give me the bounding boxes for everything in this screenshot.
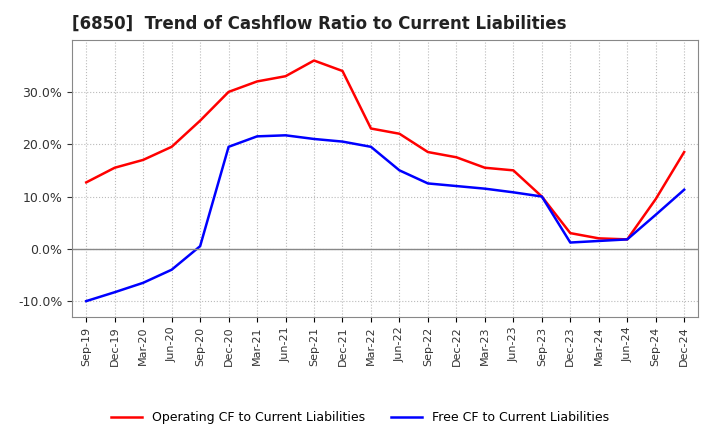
Free CF to Current Liabilities xyxy=(423,181,432,186)
Operating CF to Current Liabilities xyxy=(282,73,290,79)
Operating CF to Current Liabilities xyxy=(167,144,176,150)
Operating CF to Current Liabilities xyxy=(395,131,404,136)
Operating CF to Current Liabilities xyxy=(537,194,546,199)
Free CF to Current Liabilities xyxy=(395,168,404,173)
Operating CF to Current Liabilities xyxy=(310,58,318,63)
Free CF to Current Liabilities xyxy=(139,280,148,286)
Free CF to Current Liabilities xyxy=(225,144,233,150)
Legend: Operating CF to Current Liabilities, Free CF to Current Liabilities: Operating CF to Current Liabilities, Fre… xyxy=(106,407,614,429)
Free CF to Current Liabilities xyxy=(566,240,575,245)
Operating CF to Current Liabilities xyxy=(452,154,461,160)
Free CF to Current Liabilities xyxy=(452,183,461,189)
Operating CF to Current Liabilities xyxy=(253,79,261,84)
Free CF to Current Liabilities xyxy=(680,187,688,192)
Operating CF to Current Liabilities xyxy=(566,231,575,236)
Operating CF to Current Liabilities xyxy=(196,118,204,123)
Free CF to Current Liabilities xyxy=(110,290,119,295)
Free CF to Current Liabilities xyxy=(196,244,204,249)
Free CF to Current Liabilities xyxy=(338,139,347,144)
Operating CF to Current Liabilities xyxy=(225,89,233,95)
Free CF to Current Liabilities xyxy=(82,298,91,304)
Line: Operating CF to Current Liabilities: Operating CF to Current Liabilities xyxy=(86,61,684,239)
Free CF to Current Liabilities xyxy=(366,144,375,150)
Operating CF to Current Liabilities xyxy=(509,168,518,173)
Operating CF to Current Liabilities xyxy=(480,165,489,170)
Free CF to Current Liabilities xyxy=(167,267,176,272)
Line: Free CF to Current Liabilities: Free CF to Current Liabilities xyxy=(86,136,684,301)
Operating CF to Current Liabilities xyxy=(623,237,631,242)
Operating CF to Current Liabilities xyxy=(680,150,688,155)
Operating CF to Current Liabilities xyxy=(338,68,347,73)
Free CF to Current Liabilities xyxy=(652,212,660,217)
Operating CF to Current Liabilities xyxy=(110,165,119,170)
Operating CF to Current Liabilities xyxy=(423,150,432,155)
Operating CF to Current Liabilities xyxy=(595,236,603,241)
Free CF to Current Liabilities xyxy=(310,136,318,142)
Free CF to Current Liabilities xyxy=(253,134,261,139)
Text: [6850]  Trend of Cashflow Ratio to Current Liabilities: [6850] Trend of Cashflow Ratio to Curren… xyxy=(72,15,567,33)
Operating CF to Current Liabilities xyxy=(652,197,660,202)
Free CF to Current Liabilities xyxy=(509,190,518,195)
Free CF to Current Liabilities xyxy=(623,237,631,242)
Free CF to Current Liabilities xyxy=(537,194,546,199)
Operating CF to Current Liabilities xyxy=(366,126,375,131)
Free CF to Current Liabilities xyxy=(480,186,489,191)
Free CF to Current Liabilities xyxy=(282,133,290,138)
Operating CF to Current Liabilities xyxy=(139,157,148,162)
Free CF to Current Liabilities xyxy=(595,238,603,244)
Operating CF to Current Liabilities xyxy=(82,180,91,185)
